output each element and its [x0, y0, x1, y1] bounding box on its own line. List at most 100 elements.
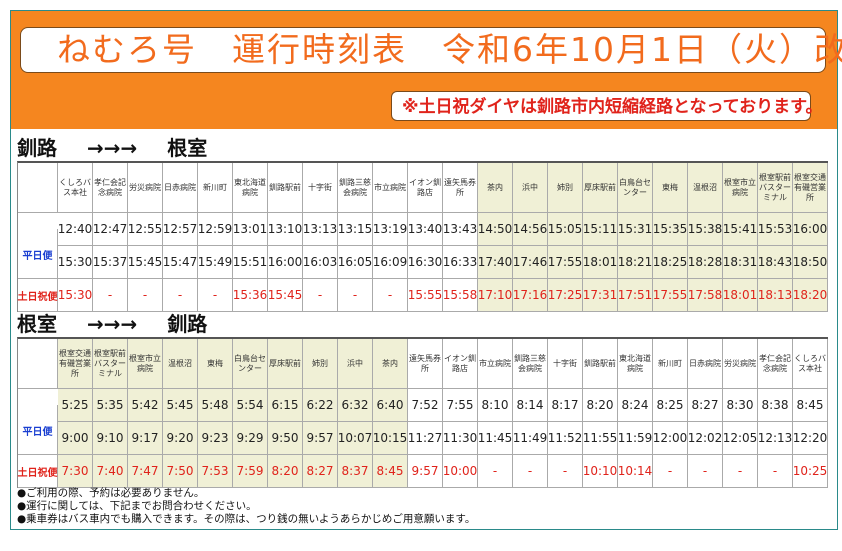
stop-name-header: 浜中 — [513, 163, 548, 213]
time-cell: 7:53 — [198, 455, 233, 488]
time-cell: 7:59 — [233, 455, 268, 488]
time-cell: - — [163, 279, 198, 312]
time-cell: 12:57 — [163, 213, 198, 246]
time-cell: 17:25 — [548, 279, 583, 312]
time-cell: 6:22 — [303, 389, 338, 422]
time-cell: 13:01 — [233, 213, 268, 246]
time-cell: 17:51 — [618, 279, 653, 312]
stop-name-header: 姉別 — [548, 163, 583, 213]
time-cell: 17:31 — [583, 279, 618, 312]
stop-name-header: 茶内 — [373, 339, 408, 389]
stop-name-header: 東梅 — [653, 163, 688, 213]
stop-name-header: 東梅 — [198, 339, 233, 389]
time-cell: 9:57 — [408, 455, 443, 488]
time-cell: 9:10 — [93, 422, 128, 455]
time-cell: 15:38 — [688, 213, 723, 246]
time-cell: 11:52 — [548, 422, 583, 455]
stop-name-header: 十字街 — [548, 339, 583, 389]
time-cell: 8:14 — [513, 389, 548, 422]
time-cell: 10:25 — [793, 455, 828, 488]
time-cell: 14:56 — [513, 213, 548, 246]
time-cell: 5:25 — [58, 389, 93, 422]
time-cell: 7:40 — [93, 455, 128, 488]
time-cell: - — [478, 455, 513, 488]
stop-name-header: 釧路駅前 — [268, 163, 303, 213]
time-cell: 8:30 — [723, 389, 758, 422]
stop-name-header: 市立病院 — [373, 163, 408, 213]
time-cell: 15:55 — [408, 279, 443, 312]
time-cell: 18:43 — [758, 246, 793, 279]
time-cell: 16:30 — [408, 246, 443, 279]
time-cell: 18:25 — [653, 246, 688, 279]
title-box: ねむろ号 運行時刻表 令和6年10月1日（火）改正 — [20, 27, 842, 73]
footer-note: ●運行に関しては、下記までお問合わせください。 — [17, 500, 257, 512]
time-cell: - — [303, 279, 338, 312]
time-cell: 17:40 — [478, 246, 513, 279]
time-cell: 7:52 — [408, 389, 443, 422]
time-cell: 13:13 — [303, 213, 338, 246]
row-label — [18, 422, 58, 455]
time-cell: 16:00 — [268, 246, 303, 279]
stop-name-header: 根室駅前バスターミナル — [93, 339, 128, 389]
footer-notes: ●ご利用の際、予約は必要ありません。 ●運行に関しては、下記までお問合わせくださ… — [17, 487, 475, 526]
time-cell: 5:54 — [233, 389, 268, 422]
time-cell: 13:40 — [408, 213, 443, 246]
page-title: ねむろ号 運行時刻表 令和6年10月1日（火）改正 — [57, 30, 842, 69]
time-cell: 5:42 — [128, 389, 163, 422]
stop-name-header: 温根沼 — [688, 163, 723, 213]
stop-name-header: 新川町 — [198, 163, 233, 213]
time-cell: 16:00 — [793, 213, 828, 246]
stop-name-header: 白鳥台センター — [618, 163, 653, 213]
time-cell: 12:47 — [93, 213, 128, 246]
time-cell: 9:17 — [128, 422, 163, 455]
time-cell: 15:36 — [233, 279, 268, 312]
time-cell: 13:10 — [268, 213, 303, 246]
time-cell: 18:20 — [793, 279, 828, 312]
time-cell: 8:20 — [268, 455, 303, 488]
stop-name-header: 釧路三慈会病院 — [513, 339, 548, 389]
table-corner — [18, 163, 58, 213]
stop-name-header: 根室交通有磯営業所 — [793, 163, 828, 213]
time-cell: 17:16 — [513, 279, 548, 312]
time-cell: 15:35 — [653, 213, 688, 246]
header-banner: ねむろ号 運行時刻表 令和6年10月1日（火）改正 ※土日祝ダイヤは釧路市内短縮… — [11, 11, 842, 129]
stop-name-header: 根室市立病院 — [723, 163, 758, 213]
time-cell: 15:11 — [583, 213, 618, 246]
time-cell: 6:32 — [338, 389, 373, 422]
stop-name-header: 白鳥台センター — [233, 339, 268, 389]
time-cell: 15:31 — [618, 213, 653, 246]
time-cell: 12:40 — [58, 213, 93, 246]
time-cell: - — [688, 455, 723, 488]
stop-name-header: 孝仁会記念病院 — [758, 339, 793, 389]
time-cell: 17:58 — [688, 279, 723, 312]
time-cell: 8:38 — [758, 389, 793, 422]
section-from: 釧路 — [17, 136, 57, 160]
time-cell: 10:10 — [583, 455, 618, 488]
time-cell: 12:59 — [198, 213, 233, 246]
time-cell: 7:50 — [163, 455, 198, 488]
time-cell: 11:59 — [618, 422, 653, 455]
time-cell: - — [198, 279, 233, 312]
section-title-nemuro-kushiro: 根室 →→→ 釧路 — [17, 311, 207, 337]
time-cell: 6:15 — [268, 389, 303, 422]
time-cell: 17:46 — [513, 246, 548, 279]
time-cell: 11:30 — [443, 422, 478, 455]
time-cell: 16:05 — [338, 246, 373, 279]
time-cell: 12:05 — [723, 422, 758, 455]
time-cell: 8:27 — [303, 455, 338, 488]
stop-name-header: 釧路三慈会病院 — [338, 163, 373, 213]
time-cell: 7:55 — [443, 389, 478, 422]
time-cell: 14:50 — [478, 213, 513, 246]
time-cell: 10:14 — [618, 455, 653, 488]
time-cell: 7:30 — [58, 455, 93, 488]
stop-name-header: 東北海道病院 — [618, 339, 653, 389]
time-cell: 15:30 — [58, 279, 93, 312]
time-cell: 9:29 — [233, 422, 268, 455]
time-cell: 5:45 — [163, 389, 198, 422]
stop-name-header: 遠矢馬券所 — [443, 163, 478, 213]
time-cell: 11:45 — [478, 422, 513, 455]
stop-name-header: 孝仁会記念病院 — [93, 163, 128, 213]
time-cell: 8:27 — [688, 389, 723, 422]
stop-name-header: 十字街 — [303, 163, 338, 213]
time-cell: 15:37 — [93, 246, 128, 279]
